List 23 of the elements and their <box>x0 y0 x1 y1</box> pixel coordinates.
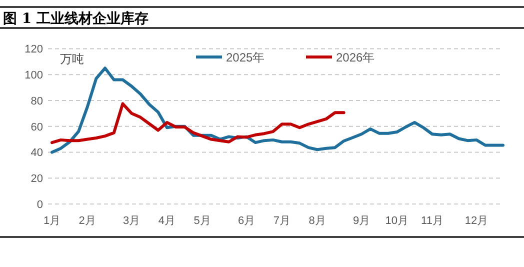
y-tick-label: 120 <box>24 44 43 56</box>
y-tick-label: 0 <box>36 199 43 211</box>
chart-title: 图 1 工业线材企业库存 <box>3 10 148 27</box>
y-tick-label: 20 <box>30 173 43 186</box>
x-tick-label: 5月 <box>194 215 211 227</box>
y-tick-label: 40 <box>30 147 43 160</box>
x-tick-label: 2月 <box>78 215 96 227</box>
x-tick-label: 3月 <box>123 215 140 227</box>
y-axis-title: 万吨 <box>60 52 84 66</box>
legend-label: 2025年 <box>226 50 265 64</box>
x-tick-label: 8月 <box>308 215 326 227</box>
x-tick-label: 11月 <box>421 215 444 227</box>
x-tick-label: 9月 <box>352 215 370 227</box>
x-tick-label: 1月 <box>43 215 61 227</box>
y-tick-label: 60 <box>30 121 43 134</box>
x-tick-label: 7月 <box>273 215 290 227</box>
x-tick-label: 10月 <box>385 215 409 227</box>
y-tick-label: 80 <box>30 95 43 108</box>
y-tick-label: 100 <box>24 70 43 82</box>
x-tick-label: 4月 <box>158 215 176 227</box>
x-tick-label: 6月 <box>238 215 256 227</box>
legend-label: 2026年 <box>336 50 375 64</box>
x-tick-label: 12月 <box>464 215 488 227</box>
